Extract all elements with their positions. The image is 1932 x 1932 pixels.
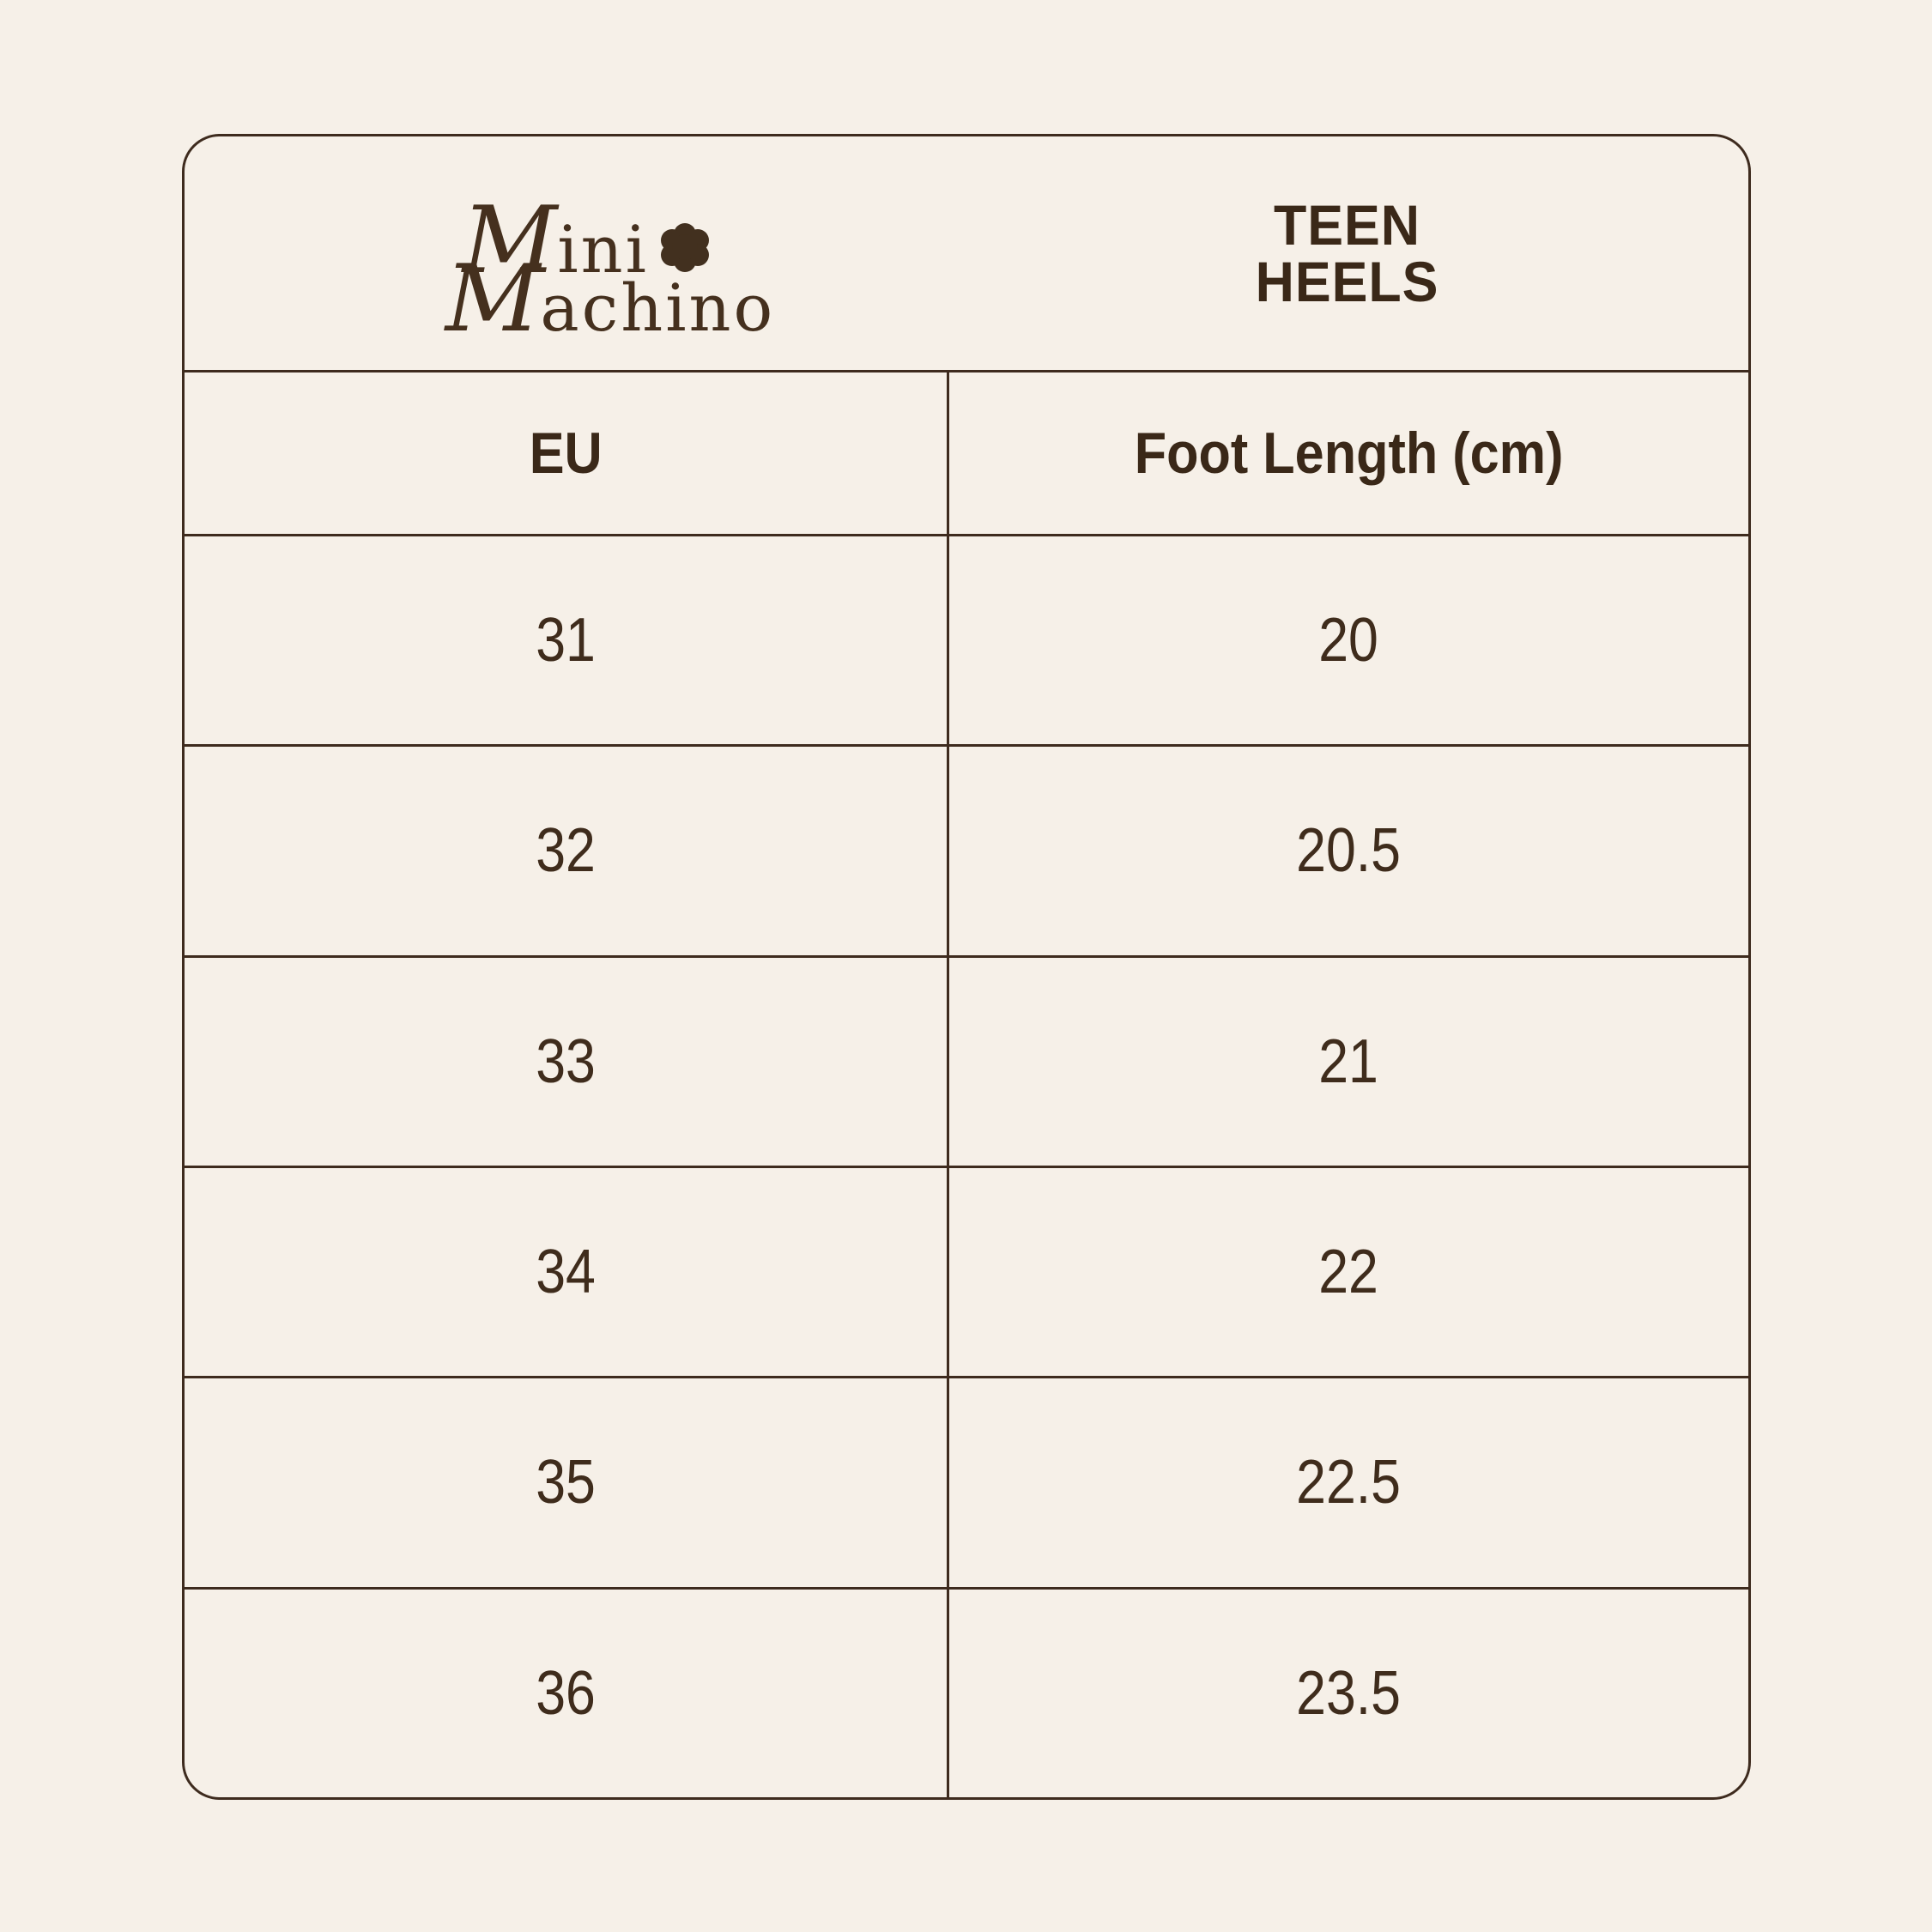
product-title: TEEN HEELS bbox=[1256, 197, 1439, 310]
foot-length-value: 20 bbox=[1318, 606, 1379, 675]
table-row-eu-cell: 36 bbox=[185, 1586, 947, 1797]
table-row-foot-length-cell: 20.5 bbox=[947, 744, 1748, 955]
table-row-eu-cell: 32 bbox=[185, 744, 947, 954]
foot-length-value: 22.5 bbox=[1296, 1448, 1402, 1517]
table-row-eu-cell: 35 bbox=[185, 1376, 947, 1586]
table-row-foot-length-cell: 22.5 bbox=[947, 1376, 1748, 1587]
table-row-foot-length-cell: 20 bbox=[947, 534, 1748, 745]
eu-size-value: 35 bbox=[536, 1448, 596, 1517]
product-title-line2: HEELS bbox=[1256, 250, 1439, 313]
foot-length-value: 23.5 bbox=[1296, 1658, 1402, 1728]
table-row-foot-length-cell: 21 bbox=[947, 954, 1748, 1166]
eu-size-value: 33 bbox=[536, 1027, 596, 1096]
table-row-foot-length-cell: 22 bbox=[947, 1165, 1748, 1377]
table-row-eu-cell: 31 bbox=[185, 534, 947, 744]
table-row-eu-cell: 34 bbox=[185, 1165, 947, 1376]
table-row-eu-cell: 33 bbox=[185, 954, 947, 1166]
eu-size-value: 31 bbox=[536, 606, 596, 675]
eu-size-value: 34 bbox=[536, 1238, 596, 1307]
column-header-eu-label: EU bbox=[529, 421, 603, 486]
column-header-eu: EU bbox=[185, 370, 947, 534]
table-row-foot-length-cell: 23.5 bbox=[947, 1586, 1748, 1797]
eu-size-value: 32 bbox=[536, 816, 596, 886]
product-title-cell: TEEN HEELS bbox=[947, 136, 1748, 370]
flower-icon bbox=[660, 223, 709, 272]
brand-logo-cap-m1: M bbox=[462, 187, 558, 294]
column-header-foot-length: Foot Length (cm) bbox=[947, 370, 1748, 534]
column-header-foot-length-label: Foot Length (cm) bbox=[1134, 421, 1564, 486]
eu-size-value: 36 bbox=[536, 1658, 596, 1728]
foot-length-value: 21 bbox=[1318, 1027, 1379, 1096]
foot-length-value: 20.5 bbox=[1296, 816, 1402, 886]
brand-logo-text-ini: ini bbox=[557, 211, 649, 288]
product-title-line1: TEEN bbox=[1274, 193, 1421, 257]
brand-logo-text-achino: achino bbox=[540, 270, 776, 346]
brand-logo-cap-m2: M bbox=[445, 245, 541, 353]
foot-length-value: 22 bbox=[1318, 1238, 1379, 1307]
